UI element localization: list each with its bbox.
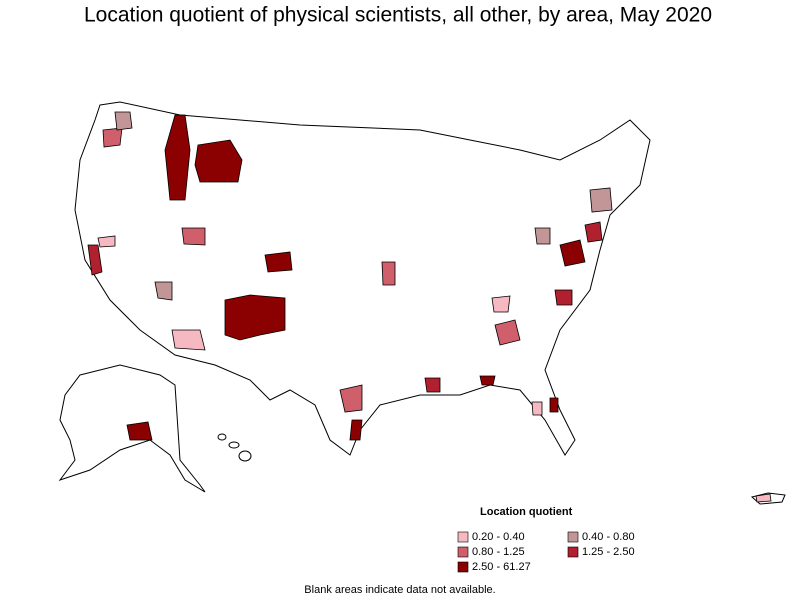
region: [164, 114, 191, 201]
region: [181, 227, 206, 246]
legend-label: 2.50 - 61.27: [472, 561, 531, 573]
region: [424, 377, 441, 393]
region: [491, 295, 511, 313]
legend-label: 0.40 - 0.80: [582, 531, 635, 543]
legend-swatch: [457, 531, 469, 543]
region: [549, 397, 559, 413]
legend-label: 0.20 - 0.40: [472, 531, 525, 543]
region: [589, 187, 613, 213]
legend-swatch: [457, 561, 469, 573]
region: [381, 261, 396, 286]
region: [102, 127, 123, 148]
regions: [87, 111, 772, 503]
legend-label: 1.25 - 2.50: [582, 546, 635, 558]
region: [554, 289, 573, 306]
legend-swatch: [457, 546, 469, 558]
legend-swatch: [567, 546, 579, 558]
hawaii: [217, 433, 252, 462]
region: [339, 384, 363, 413]
region: [264, 251, 293, 273]
title: Location quotient of physical scientists…: [84, 4, 712, 27]
region: [97, 235, 116, 248]
region: [114, 111, 133, 131]
region: [224, 294, 286, 341]
region: [479, 375, 496, 386]
region: [531, 401, 543, 416]
legend-title: Location quotient: [480, 506, 573, 518]
note: Blank areas indicate data not available.: [304, 584, 495, 596]
region: [87, 244, 103, 276]
region: [559, 239, 586, 267]
region: [349, 419, 363, 441]
region: [126, 421, 153, 441]
region: [534, 227, 551, 245]
region: [154, 281, 173, 301]
region: [584, 221, 603, 243]
region: [171, 329, 206, 351]
legend-label: 0.80 - 1.25: [472, 546, 525, 558]
legend: 0.20 - 0.40 0.40 - 0.80 0.80 - 1.25 1.25 - …: [457, 531, 635, 573]
region: [755, 493, 772, 503]
legend-swatch: [567, 531, 579, 543]
region: [194, 139, 243, 183]
region: [494, 319, 521, 346]
